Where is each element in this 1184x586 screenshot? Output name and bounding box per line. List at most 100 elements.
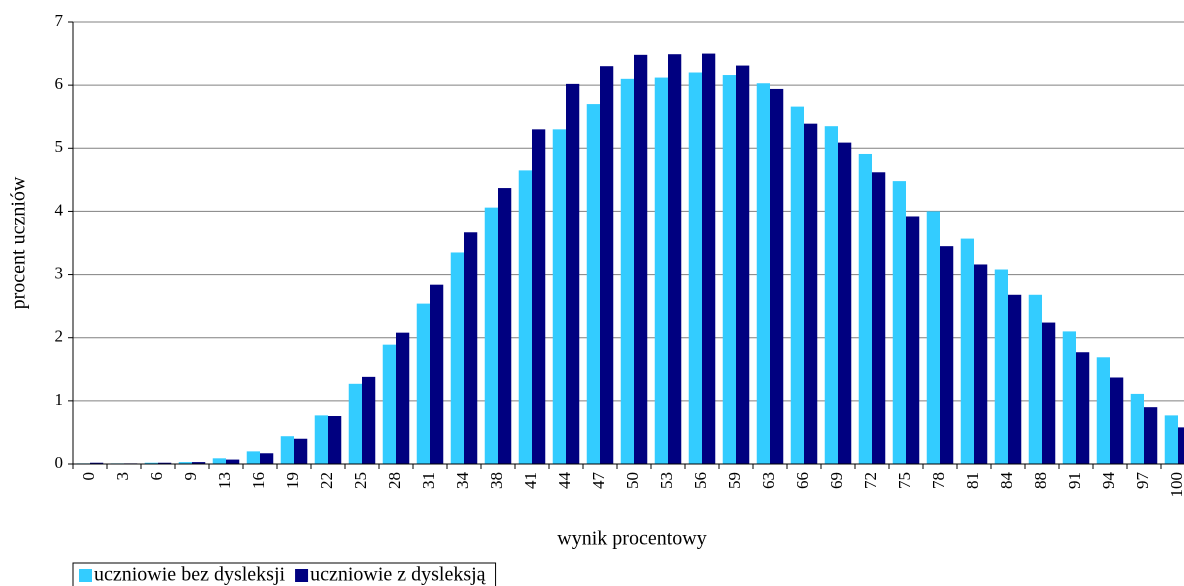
bar xyxy=(906,216,920,464)
y-tick-label: 6 xyxy=(55,74,64,93)
bar xyxy=(940,246,954,464)
x-tick-label: 38 xyxy=(487,472,506,489)
bar xyxy=(688,72,702,464)
bar xyxy=(702,53,716,464)
x-tick-label: 25 xyxy=(351,472,370,489)
x-tick-label: 88 xyxy=(1031,472,1050,489)
y-tick-label: 5 xyxy=(55,137,64,156)
x-tick-label: 13 xyxy=(215,472,234,489)
y-tick-label: 3 xyxy=(55,263,64,282)
y-tick-label: 1 xyxy=(55,390,64,409)
bar xyxy=(532,129,546,465)
bar xyxy=(634,54,648,464)
x-tick-label: 0 xyxy=(79,472,98,481)
x-tick-label: 47 xyxy=(589,472,608,490)
x-tick-label: 63 xyxy=(759,472,778,489)
bar xyxy=(294,438,308,464)
bar xyxy=(790,106,804,465)
bar xyxy=(1008,294,1022,464)
bar xyxy=(382,344,396,464)
bar xyxy=(858,153,872,464)
x-tick-label: 9 xyxy=(181,472,200,481)
x-tick-label: 91 xyxy=(1065,472,1084,489)
bar xyxy=(1130,393,1144,464)
x-tick-label: 22 xyxy=(317,472,336,489)
bar xyxy=(518,170,532,464)
bar xyxy=(1110,377,1124,464)
x-tick-label: 53 xyxy=(657,472,676,489)
bar xyxy=(90,462,104,464)
x-tick-label: 81 xyxy=(963,472,982,489)
x-tick-label: 31 xyxy=(419,472,438,489)
x-tick-label: 3 xyxy=(113,472,132,481)
bar xyxy=(396,332,410,464)
legend-label: uczniowie z dysleksją xyxy=(310,564,487,586)
bar xyxy=(1028,294,1042,464)
bar xyxy=(668,54,682,465)
x-tick-label: 94 xyxy=(1099,472,1118,490)
bar xyxy=(722,75,736,464)
bar xyxy=(1178,427,1184,464)
x-tick-label: 19 xyxy=(283,472,302,489)
x-tick-label: 59 xyxy=(725,472,744,489)
legend-swatch xyxy=(295,569,309,582)
bar xyxy=(212,458,226,464)
x-tick-label: 41 xyxy=(521,472,540,489)
y-tick-label: 7 xyxy=(55,11,64,30)
bar xyxy=(872,172,886,464)
bar xyxy=(362,376,376,464)
bar xyxy=(430,284,444,464)
bar xyxy=(824,126,838,464)
bar xyxy=(144,462,158,464)
x-tick-label: 69 xyxy=(827,472,846,489)
bar xyxy=(838,142,852,465)
bar xyxy=(416,303,430,464)
bar xyxy=(328,416,342,464)
x-axis-label: wynik procentowy xyxy=(557,528,706,550)
y-tick-label: 0 xyxy=(55,453,64,472)
x-tick-label: 75 xyxy=(895,472,914,489)
bar xyxy=(600,66,614,464)
bar xyxy=(654,77,668,465)
x-tick-label: 56 xyxy=(691,472,710,489)
bar xyxy=(226,459,240,464)
bar xyxy=(926,211,940,464)
bar xyxy=(450,252,464,464)
bar xyxy=(464,232,478,464)
bar xyxy=(1076,352,1090,464)
y-tick-label: 2 xyxy=(55,327,64,346)
bar xyxy=(1096,357,1110,464)
bar xyxy=(314,415,328,464)
x-tick-label: 6 xyxy=(147,472,166,481)
bar xyxy=(246,451,260,464)
x-tick-label: 50 xyxy=(623,472,642,489)
legend-label: uczniowie bez dysleksji xyxy=(94,564,285,586)
bar xyxy=(1164,415,1178,464)
bar xyxy=(770,88,784,464)
legend-box xyxy=(72,562,497,586)
bar xyxy=(1042,322,1056,464)
bar xyxy=(620,78,634,464)
bar xyxy=(498,188,512,464)
x-tick-label: 84 xyxy=(997,472,1016,490)
bar xyxy=(960,238,974,464)
legend-swatch xyxy=(79,569,92,582)
bar xyxy=(994,269,1008,464)
y-tick-label: 4 xyxy=(55,200,64,219)
x-tick-label: 78 xyxy=(929,472,948,489)
bar xyxy=(260,453,274,464)
bar xyxy=(804,123,818,464)
bar xyxy=(736,65,750,464)
bar xyxy=(484,207,498,464)
bar xyxy=(586,104,600,464)
bar xyxy=(192,462,206,464)
y-axis-label: procent uczniów xyxy=(8,176,30,309)
x-tick-label: 16 xyxy=(249,472,268,489)
x-tick-label: 44 xyxy=(555,472,574,490)
x-tick-label: 97 xyxy=(1133,472,1152,490)
x-tick-label: 72 xyxy=(861,472,880,489)
x-tick-label: 34 xyxy=(453,472,472,490)
bar xyxy=(178,462,192,464)
bar xyxy=(1062,331,1076,464)
